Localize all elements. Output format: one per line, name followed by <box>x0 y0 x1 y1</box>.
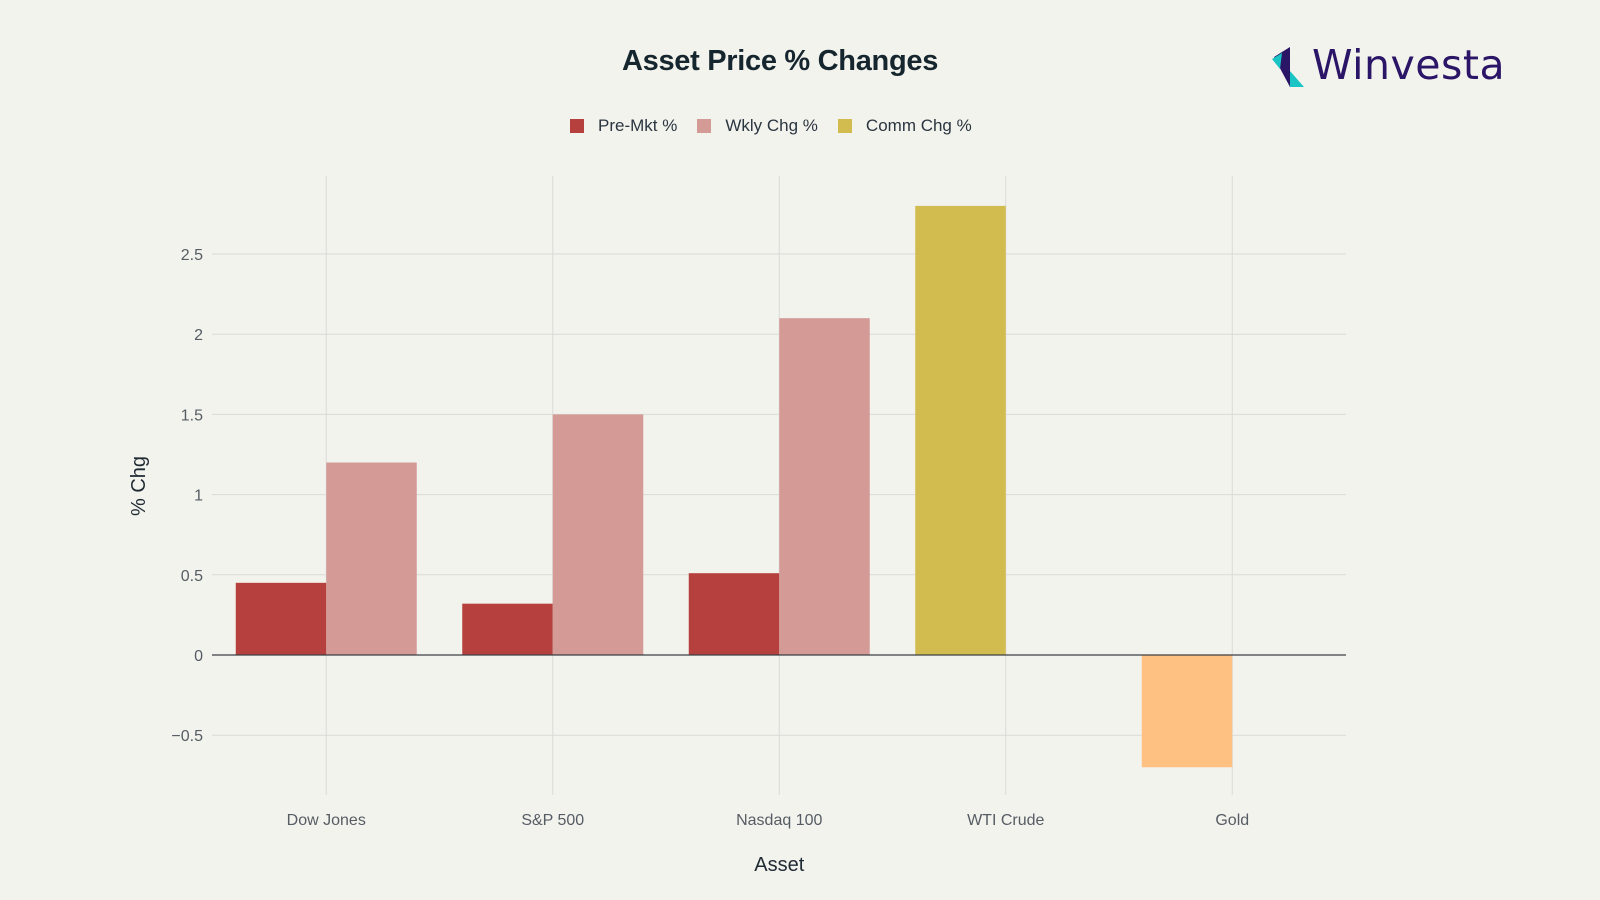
y-tick-label: −0.5 <box>171 728 203 745</box>
bar-comm-chg--wti-crude[interactable] <box>915 205 1006 655</box>
y-tick-label: 0 <box>194 648 203 665</box>
legend-label-comm-chg: Comm Chg % <box>865 116 972 135</box>
bar-wkly-chg--nasdaq-100[interactable] <box>779 318 870 655</box>
bar-pre-mkt--s-p-500[interactable] <box>462 603 553 655</box>
bars <box>235 205 1233 768</box>
bar-pre-mkt--dow-jones[interactable] <box>235 582 327 655</box>
y-tick-label: 1.5 <box>181 407 203 424</box>
legend-item-wkly-chg[interactable]: Wkly Chg % <box>697 116 818 136</box>
brand-name: Winvesta <box>1312 41 1506 89</box>
bar-comm-chg--gold[interactable] <box>1141 655 1233 768</box>
legend: Pre-Mkt % Wkly Chg % Comm Chg % <box>570 113 972 139</box>
y-axis-title: % Chg <box>128 456 150 516</box>
legend-swatch-comm-chg <box>837 119 852 133</box>
legend-item-comm-chg[interactable]: Comm Chg % <box>837 116 972 136</box>
brand-mark-icon <box>1272 47 1304 87</box>
x-tick-label: S&P 500 <box>521 812 584 829</box>
legend-label-wkly-chg: Wkly Chg % <box>725 116 818 135</box>
y-axis: −0.5 0 0.5 1 1.5 2 2.5 <box>171 247 203 745</box>
bar-wkly-chg--dow-jones[interactable] <box>326 462 417 655</box>
x-tick-label: WTI Crude <box>967 812 1044 829</box>
x-tick-label: Dow Jones <box>287 812 366 829</box>
legend-swatch-wkly-chg <box>697 119 712 133</box>
x-axis: Dow Jones S&P 500 Nasdaq 100 WTI Crude Gold <box>287 812 1249 829</box>
legend-item-pre-mkt[interactable]: Pre-Mkt % <box>570 116 677 136</box>
bar-pre-mkt--nasdaq-100[interactable] <box>688 573 780 655</box>
y-tick-label: 2 <box>194 327 203 344</box>
bar-wkly-chg--s-p-500[interactable] <box>552 414 644 655</box>
brand-logo: Winvesta <box>1272 40 1505 90</box>
y-tick-label: 0.5 <box>181 568 203 585</box>
x-tick-label: Gold <box>1215 812 1249 829</box>
x-tick-label: Nasdaq 100 <box>736 812 822 829</box>
x-axis-title: Asset <box>754 854 804 876</box>
legend-swatch-pre-mkt <box>570 119 584 133</box>
legend-label-pre-mkt: Pre-Mkt % <box>598 116 678 135</box>
chart-title: Asset Price % Changes <box>621 45 939 77</box>
y-tick-label: 2.5 <box>181 247 203 264</box>
y-tick-label: 1 <box>194 488 203 505</box>
